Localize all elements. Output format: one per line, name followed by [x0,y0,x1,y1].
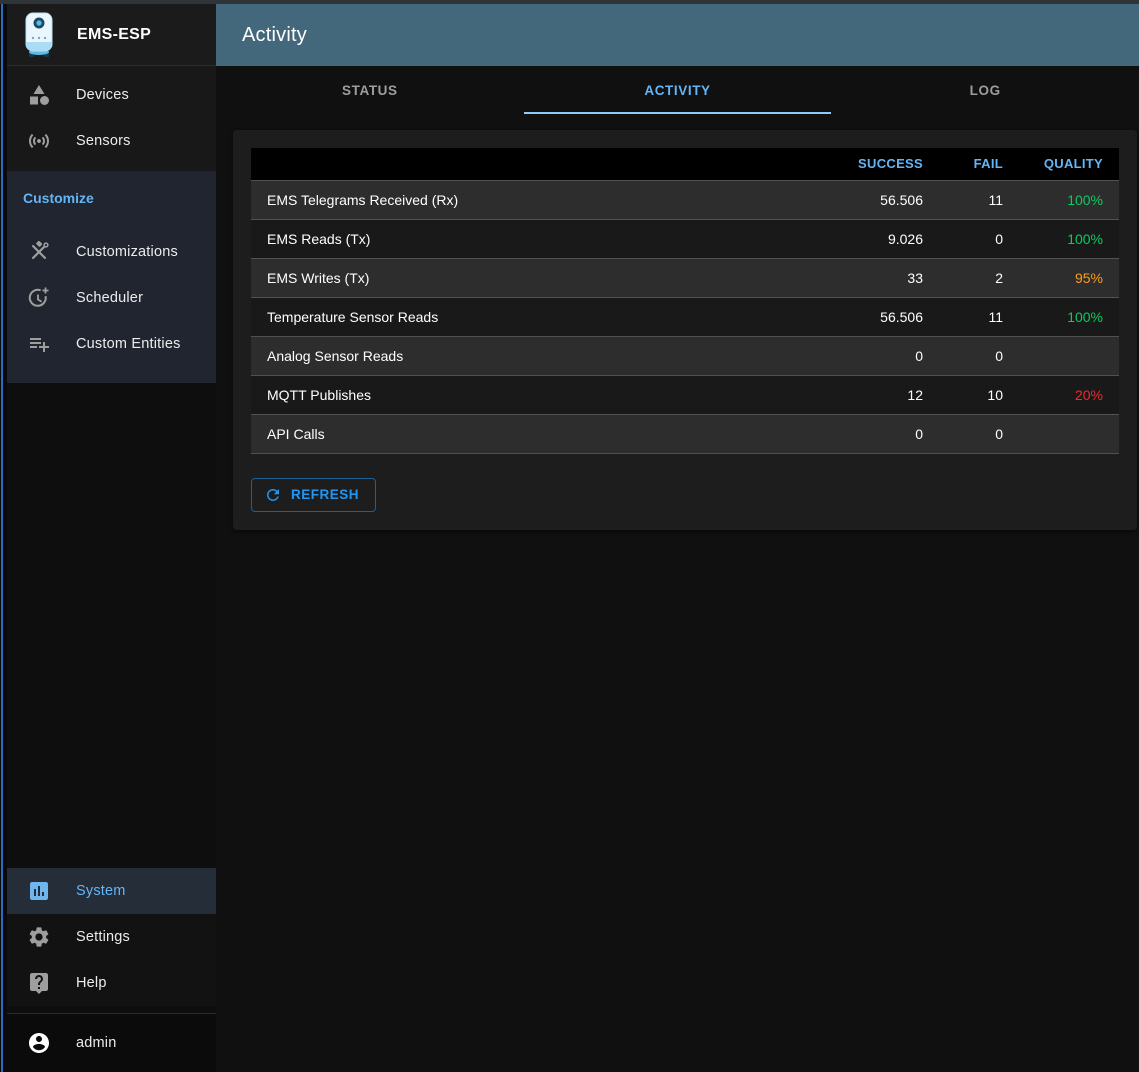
sidebar-nav-main: Devices Sensors [7,66,216,171]
sidebar-section-customize: Customize Customizations [7,171,216,383]
sidebar-item-label: Customizations [76,244,178,260]
sidebar-item-label: Devices [76,87,129,103]
refresh-button[interactable]: REFRESH [251,477,377,512]
tab-log[interactable]: LOG [831,66,1139,114]
table-row-ems-writes-tx: EMS Writes (Tx) 33 2 95% [251,258,1119,297]
activity-card: SUCCESS FAIL QUALITY EMS Telegrams Recei… [233,130,1137,530]
sidebar-item-label: Scheduler [76,290,144,306]
success-value: 9.026 [887,230,923,247]
playlist-add-icon [27,332,51,356]
fail-value: 2 [995,269,1003,286]
column-header-success: SUCCESS [858,156,923,172]
fail-value: 0 [995,230,1003,247]
main-content: Activity STATUS ACTIVITY LOG [216,4,1139,1072]
sidebar-nav-bottom: System Settings Help [7,868,216,1006]
quality-value: 100% [1067,308,1103,325]
tab-active-indicator [523,112,832,114]
sidebar-item-scheduler[interactable]: Scheduler [7,275,216,321]
sidebar-item-label: Help [76,975,107,991]
window-top-edge [0,0,1139,4]
sidebar-item-custom-entities[interactable]: Custom Entities [7,321,216,367]
sidebar-item-system[interactable]: System [7,868,216,914]
column-header-quality: QUALITY [1043,156,1103,172]
success-value: 0 [915,347,923,364]
sidebar-item-settings[interactable]: Settings [7,914,216,960]
username-label: admin [76,1035,117,1051]
window-edge-blue-line [1,0,3,1072]
tab-label: LOG [969,82,1001,98]
tools-icon [27,240,51,264]
success-value: 12 [907,386,923,403]
sidebar-item-customizations[interactable]: Customizations [7,229,216,275]
clock-plus-icon [27,286,51,310]
sidebar: EMS-ESP Devices Sensors Customize [7,4,216,1072]
quality-value: 20% [1074,386,1103,403]
sidebar-item-label: Settings [76,929,130,945]
window-left-edge [0,0,7,1072]
app-title: EMS-ESP [77,25,152,43]
table-row-ems-telegrams-rx: EMS Telegrams Received (Rx) 56.506 11 10… [251,180,1119,219]
app-logo-row: EMS-ESP [7,4,216,66]
row-name: MQTT Publishes [267,386,371,403]
sidebar-divider [7,1013,216,1014]
fail-value: 11 [988,308,1003,325]
help-icon [27,971,51,995]
sidebar-item-label: Sensors [76,133,131,149]
sidebar-item-sensors[interactable]: Sensors [7,118,216,164]
row-name: Temperature Sensor Reads [267,308,439,325]
fail-value: 11 [988,191,1003,208]
sidebar-item-help[interactable]: Help [7,960,216,1006]
tab-bar: STATUS ACTIVITY LOG [216,66,1139,114]
tab-label: STATUS [342,82,398,98]
section-title-customize: Customize [23,190,94,206]
activity-table: SUCCESS FAIL QUALITY EMS Telegrams Recei… [251,148,1119,454]
column-header-blank [251,148,819,180]
row-name: EMS Reads (Tx) [267,230,371,247]
tab-label: ACTIVITY [644,82,711,98]
table-row-mqtt-publishes: MQTT Publishes 12 10 20% [251,375,1119,414]
success-value: 56.506 [880,191,923,208]
row-name: EMS Telegrams Received (Rx) [267,191,459,208]
account-circle-icon [27,1031,51,1055]
gear-icon [27,925,51,949]
quality-value: 100% [1067,230,1103,247]
refresh-icon [267,488,279,501]
quality-value [1019,414,1119,453]
row-name: EMS Writes (Tx) [267,269,370,286]
sidebar-item-admin[interactable]: admin [7,1020,216,1066]
fail-value: 0 [995,347,1003,364]
table-row-api-calls: API Calls 0 0 [251,414,1119,453]
success-value: 33 [907,269,923,286]
tab-status[interactable]: STATUS [216,66,524,114]
quality-value [1019,336,1119,375]
sidebar-item-devices[interactable]: Devices [7,72,216,118]
fail-value: 10 [987,386,1003,403]
sidebar-item-label: Custom Entities [76,336,181,352]
page-title: Activity [242,23,307,46]
table-row-ems-reads-tx: EMS Reads (Tx) 9.026 0 100% [251,219,1119,258]
row-name: API Calls [267,425,325,442]
success-value: 0 [915,425,923,442]
sidebar-spacer [7,383,216,868]
boiler-logo-icon [25,12,53,57]
table-header-row: SUCCESS FAIL QUALITY [251,148,1119,180]
table-row-temperature-sensor-reads: Temperature Sensor Reads 56.506 11 100% [251,297,1119,336]
success-value: 56.506 [880,308,923,325]
tab-activity[interactable]: ACTIVITY [523,66,832,114]
analytics-icon [27,879,51,903]
sensors-icon [27,129,51,153]
refresh-button-label: REFRESH [291,487,360,502]
sidebar-user-section: admin [7,1014,216,1072]
table-row-analog-sensor-reads: Analog Sensor Reads 0 0 [251,336,1119,375]
page-header: Activity [216,4,1139,66]
quality-value: 95% [1074,269,1103,286]
row-name: Analog Sensor Reads [267,347,404,364]
quality-value: 100% [1067,191,1103,208]
fail-value: 0 [995,425,1003,442]
sidebar-item-label: System [76,883,126,899]
column-header-fail: FAIL [973,156,1003,172]
category-icon [27,83,51,107]
